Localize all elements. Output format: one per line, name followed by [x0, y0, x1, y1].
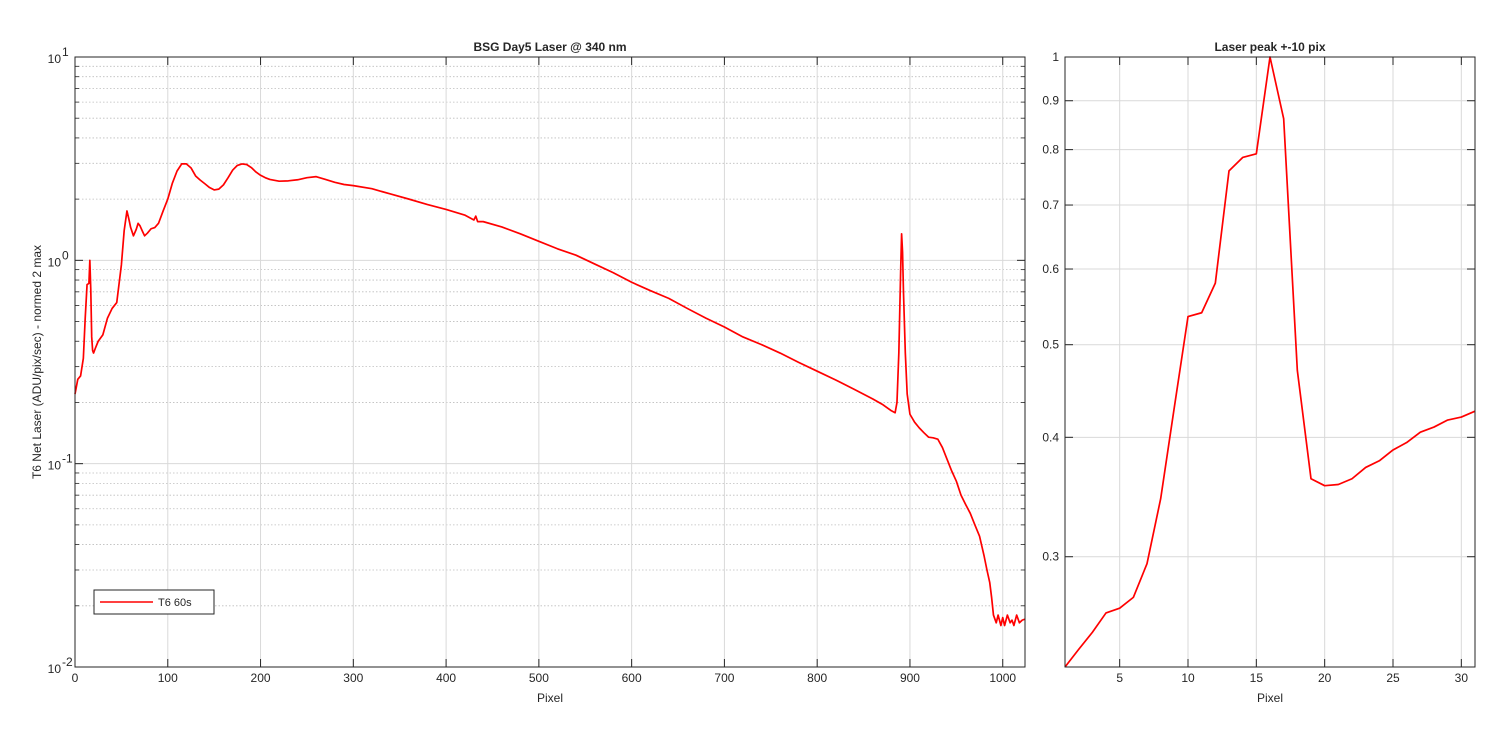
legend-entry: T6 60s: [158, 597, 192, 609]
legend: T6 60s: [93, 589, 215, 615]
y-tick-exponent: -2: [62, 655, 73, 669]
y-tick-label: 1: [1052, 50, 1059, 64]
legend-box: [93, 589, 215, 615]
peak-grid: [1065, 56, 1475, 667]
x-tick-label: 200: [251, 671, 271, 685]
x-tick-label: 5: [1116, 671, 1123, 685]
series-line: [74, 163, 1026, 627]
x-tick-label: 800: [807, 671, 827, 685]
x-tick-label: 900: [900, 671, 920, 685]
x-tick-label: 20: [1318, 671, 1332, 685]
y-tick-exponent: 1: [62, 45, 69, 59]
y-tick-label: 0.9: [1042, 94, 1059, 108]
y-tick-label: 0.7: [1042, 198, 1059, 212]
x-tick-label: 25: [1386, 671, 1400, 685]
x-tick-label: 0: [72, 671, 79, 685]
x-tick-label: 15: [1250, 671, 1264, 685]
x-tick-label: 10: [1181, 671, 1195, 685]
y-tick-exponent: -1: [62, 452, 73, 466]
y-tick-label: 10: [48, 662, 62, 676]
main-series: [74, 163, 1026, 627]
peak-chart-title: Laser peak +-10 pix: [1214, 40, 1325, 54]
x-tick-label: 100: [158, 671, 178, 685]
x-tick-label: 500: [529, 671, 549, 685]
main-chart: 10 -210 -110 010 10 100 200 300 400 500 600 700 800 9…: [30, 40, 1026, 705]
y-tick-label: 0.4: [1042, 430, 1059, 444]
peak-x-axis-label: Pixel: [1257, 691, 1283, 705]
y-tick-label: 10: [48, 459, 62, 473]
main-x-axis-label: Pixel: [537, 691, 563, 705]
x-tick-label: 400: [436, 671, 456, 685]
y-tick-label: 0.6: [1042, 262, 1059, 276]
peak-ticks: 0.30.40.50.60.70.80.915 10 15 20 25 30: [1042, 50, 1475, 685]
x-tick-label: 600: [622, 671, 642, 685]
x-tick-label: 300: [343, 671, 363, 685]
x-tick-label: 30: [1455, 671, 1469, 685]
y-tick-label: 10: [48, 52, 62, 66]
peak-chart: 0.30.40.50.60.70.80.915 10 15 20 25 30 Laser …: [1042, 40, 1476, 705]
main-chart-title: BSG Day5 Laser @ 340 nm: [473, 40, 626, 54]
x-tick-label: 1000: [989, 671, 1016, 685]
y-tick-exponent: 0: [62, 248, 69, 262]
main-y-axis-label: T6 Net Laser (ADU/pix/sec) - normed 2 ma…: [30, 245, 44, 479]
y-tick-label: 0.5: [1042, 338, 1059, 352]
main-ticks: 10 -210 -110 010 10 100 200 300 400 500 600 700 800 9…: [48, 45, 1025, 685]
y-tick-label: 0.3: [1042, 550, 1059, 564]
x-tick-label: 700: [714, 671, 734, 685]
y-tick-label: 0.8: [1042, 143, 1059, 157]
y-tick-label: 10: [48, 255, 62, 269]
